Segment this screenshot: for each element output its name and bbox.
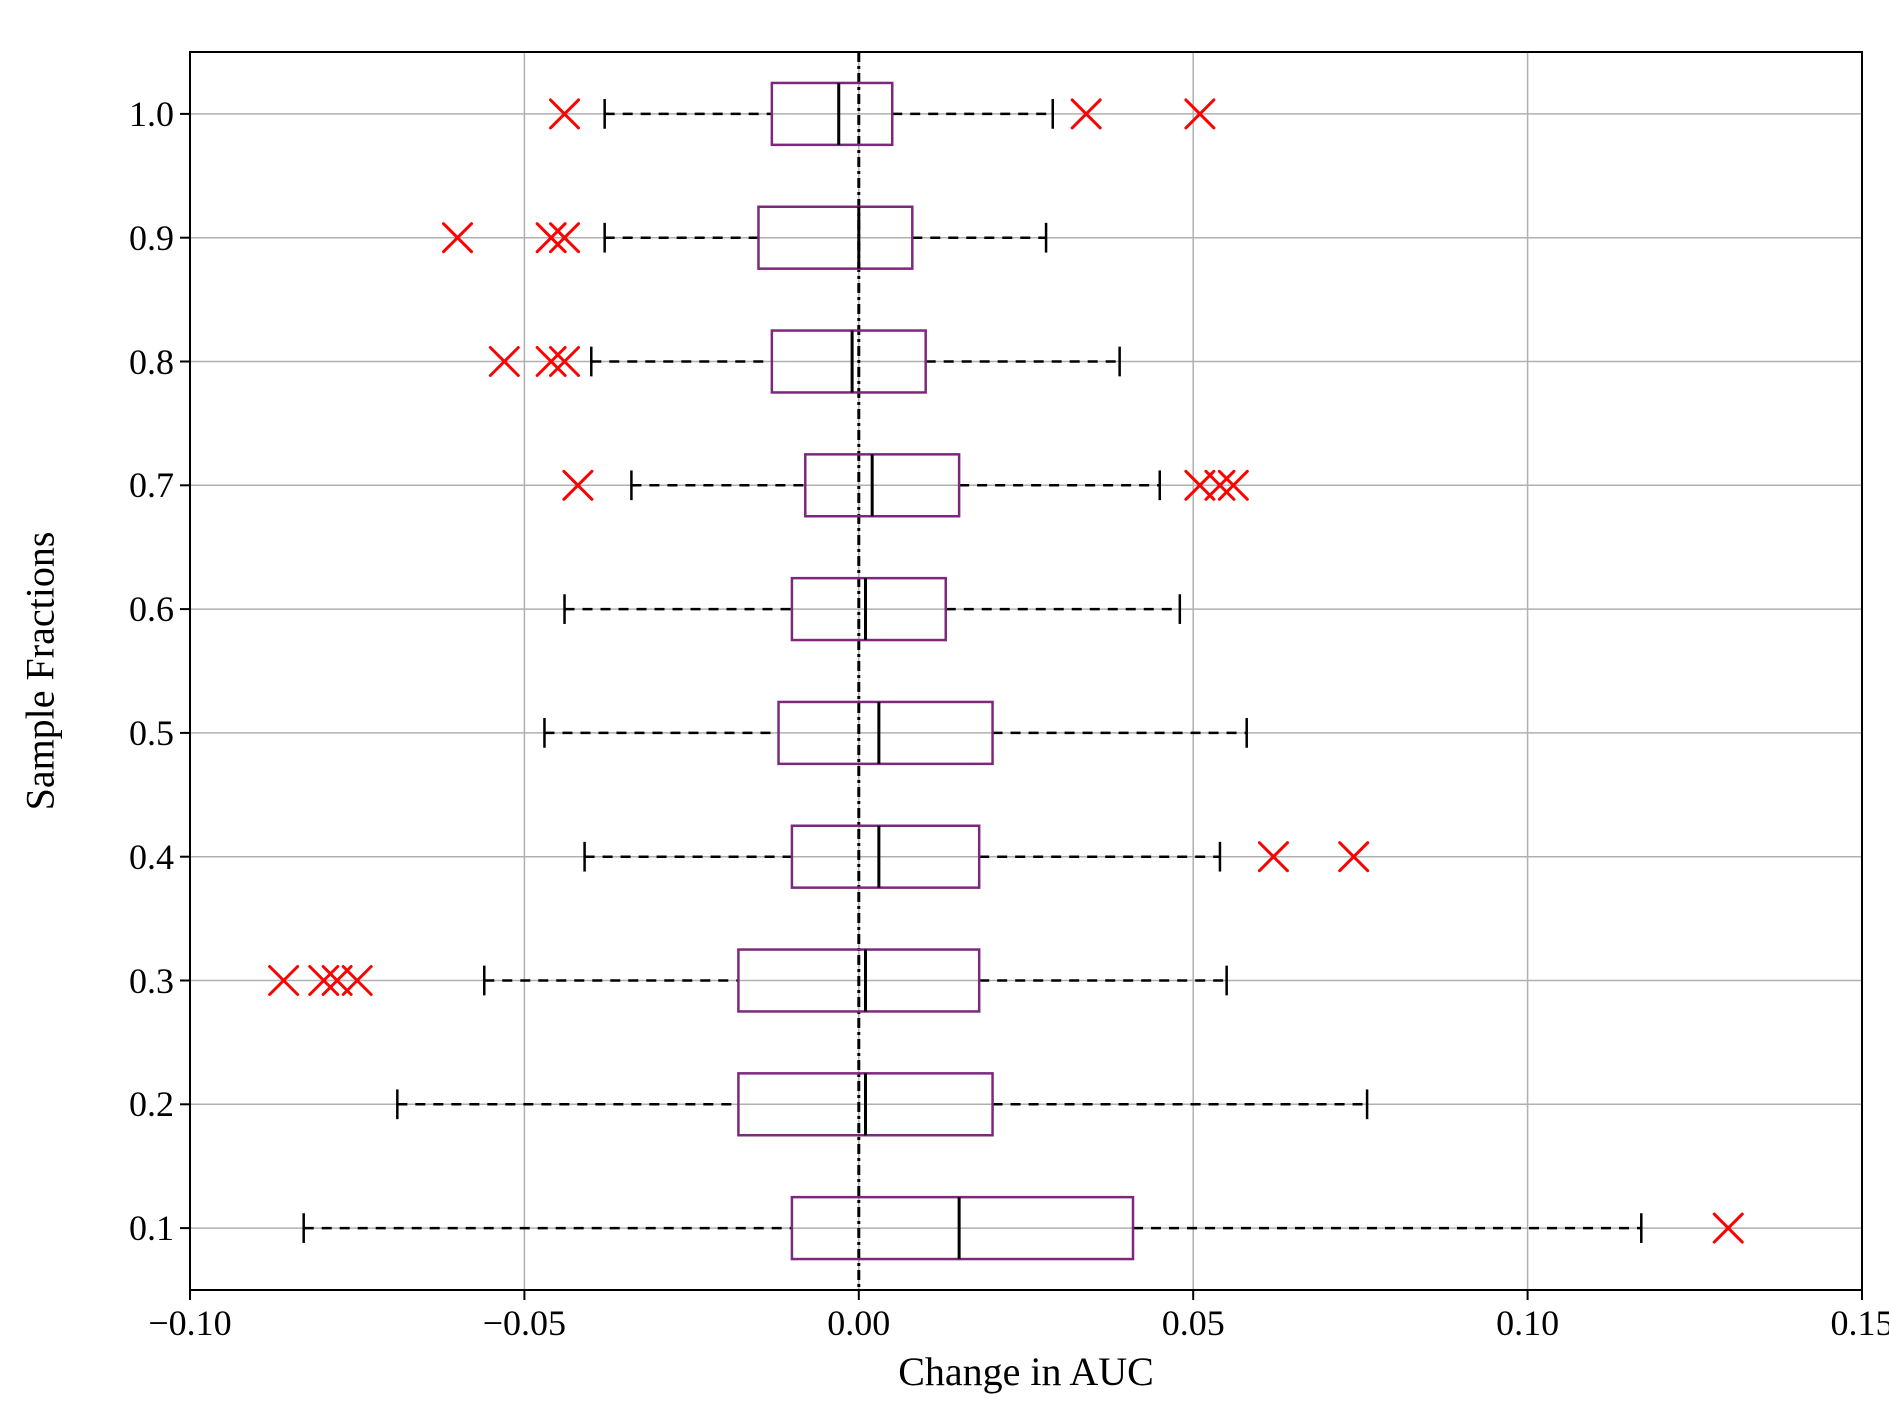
y-tick-label: 0.9 xyxy=(129,217,174,259)
y-tick-label: 0.1 xyxy=(129,1207,174,1249)
y-tick-label: 0.2 xyxy=(129,1083,174,1125)
y-tick-label: 0.3 xyxy=(129,960,174,1002)
x-tick-label: −0.10 xyxy=(148,1302,231,1344)
y-tick-label: 1.0 xyxy=(129,93,174,135)
x-tick-label: 0.05 xyxy=(1162,1302,1225,1344)
y-tick-label: 0.4 xyxy=(129,836,174,878)
x-tick-label: 0.15 xyxy=(1831,1302,1889,1344)
y-tick-label: 0.6 xyxy=(129,588,174,630)
x-tick-label: 0.10 xyxy=(1496,1302,1559,1344)
box-series xyxy=(270,83,1743,1259)
chart-svg xyxy=(0,0,1889,1410)
y-axis-title: Sample Fractions xyxy=(17,532,64,811)
y-tick-label: 0.8 xyxy=(129,341,174,383)
boxplot-chart: Change in AUC Sample Fractions −0.10 −0.0… xyxy=(0,0,1889,1410)
x-tick-label: 0.00 xyxy=(827,1302,890,1344)
y-tick-label: 0.5 xyxy=(129,712,174,754)
x-axis-title: Change in AUC xyxy=(898,1348,1154,1395)
y-tick-label: 0.7 xyxy=(129,464,174,506)
x-tick-label: −0.05 xyxy=(483,1302,566,1344)
